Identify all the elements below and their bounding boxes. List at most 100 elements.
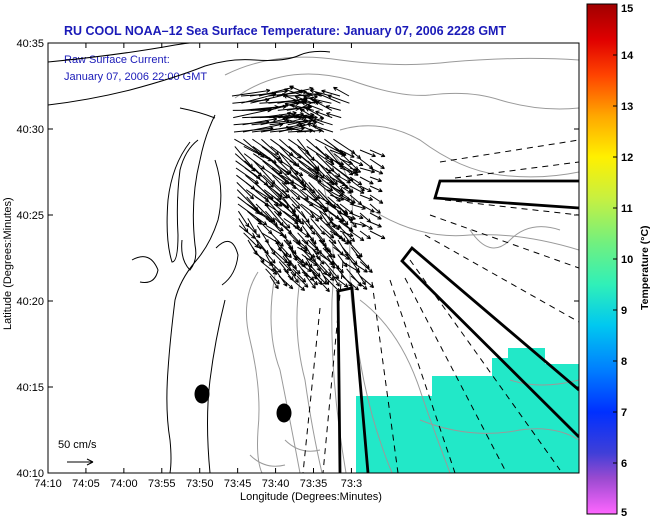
current-vector xyxy=(369,212,382,220)
y-tick-label: 40:15 xyxy=(16,382,44,394)
plot-area: 50 cm/s xyxy=(48,43,579,473)
current-vector xyxy=(315,110,333,119)
current-vector xyxy=(290,271,299,283)
colorbar-tick-label: 13 xyxy=(621,101,633,113)
y-axis-label: Latitude (Degrees:Minutes) xyxy=(2,197,14,330)
colorbar-label: Temperature (°C) xyxy=(639,225,651,310)
current-vector xyxy=(359,149,376,158)
current-vector xyxy=(339,167,357,175)
current-vector xyxy=(369,149,386,158)
x-tick-label: 73:40 xyxy=(262,478,290,490)
colorbar-tick-label: 10 xyxy=(621,254,633,266)
colorbar-tick-label: 8 xyxy=(621,356,627,368)
current-vector xyxy=(305,107,324,119)
current-vector xyxy=(323,271,335,281)
current-vector xyxy=(237,203,268,226)
current-vector xyxy=(310,218,326,236)
x-tick-label: 73:3 xyxy=(341,478,362,490)
current-vector xyxy=(349,212,364,220)
current-vector xyxy=(274,239,292,259)
current-vector xyxy=(329,212,345,222)
colorbar-tick-label: 11 xyxy=(621,203,633,215)
current-vector xyxy=(350,275,368,290)
current-vector xyxy=(288,126,307,133)
x-tick-label: 74:00 xyxy=(110,478,138,490)
bathymetry-contours xyxy=(224,56,579,473)
current-vector xyxy=(302,115,324,126)
coastline xyxy=(48,43,331,473)
current-vector xyxy=(233,107,272,119)
colorbar-tick-label: 15 xyxy=(621,3,633,15)
current-vector xyxy=(265,268,280,285)
current-vector xyxy=(349,149,362,160)
current-vector xyxy=(329,185,345,194)
current-vector xyxy=(285,239,294,250)
current-vector xyxy=(269,261,282,274)
box-diagonal xyxy=(400,245,579,438)
current-vector xyxy=(339,194,351,201)
current-vector xyxy=(315,232,327,248)
x-tick-label: 73:35 xyxy=(300,478,328,490)
current-vector xyxy=(292,268,307,283)
surface-current-vectors xyxy=(231,85,386,293)
current-vector xyxy=(281,182,301,201)
current-vector xyxy=(349,176,363,186)
current-vector xyxy=(247,225,261,239)
current-vector xyxy=(261,246,276,264)
y-tick-label: 40:25 xyxy=(16,210,44,222)
current-vector xyxy=(325,105,341,111)
current-vector xyxy=(318,210,331,227)
current-vector xyxy=(278,247,289,257)
y-tick-label: 40:10 xyxy=(16,468,44,480)
current-vector xyxy=(349,203,366,210)
current-vector xyxy=(369,185,383,193)
current-vector xyxy=(339,221,354,232)
chart-title: RU COOL NOAA–12 Sea Surface Temperature:… xyxy=(64,24,506,38)
current-vector xyxy=(237,210,250,228)
y-tick-label: 40:20 xyxy=(16,296,44,308)
x-axis-label: Longitude (Degrees:Minutes) xyxy=(240,491,382,503)
current-vector xyxy=(369,203,381,214)
current-vector xyxy=(305,275,316,289)
current-vector xyxy=(349,167,362,173)
current-vector xyxy=(282,117,306,126)
current-vector xyxy=(243,145,273,162)
current-vector xyxy=(369,194,384,204)
current-vector xyxy=(298,89,323,97)
current-vector xyxy=(339,158,354,165)
current-vector xyxy=(369,176,383,183)
box-horizontal xyxy=(433,179,579,210)
current-vector xyxy=(315,255,325,265)
current-vector xyxy=(329,158,345,166)
current-vector xyxy=(312,271,323,286)
current-vector xyxy=(291,196,315,219)
colorbar-tick-label: 7 xyxy=(621,407,627,419)
current-vector xyxy=(333,86,350,97)
current-vector xyxy=(359,176,374,185)
x-axis: 74:10 74:05 74:00 73:55 73:50 73:45 73:40 73:35… xyxy=(34,43,362,490)
current-vector xyxy=(359,261,373,274)
current-vector xyxy=(328,268,340,287)
current-vector xyxy=(252,232,262,250)
current-vector xyxy=(265,210,276,222)
x-tick-label: 74:05 xyxy=(72,478,100,490)
radar-radial-lines xyxy=(302,139,579,473)
current-vector xyxy=(290,174,316,194)
current-vector xyxy=(317,92,341,104)
annotation-line-1: Raw Surface Current: xyxy=(64,54,170,66)
current-vector xyxy=(326,112,342,119)
current-vector xyxy=(329,230,344,240)
x-tick-label: 73:50 xyxy=(186,478,214,490)
current-vector xyxy=(242,117,278,126)
current-vector xyxy=(300,247,313,261)
current-vector xyxy=(272,174,290,193)
current-vector xyxy=(254,189,283,207)
sst-patch xyxy=(356,348,579,473)
station-marker-2 xyxy=(276,403,292,423)
current-vector xyxy=(300,125,316,133)
current-vector xyxy=(319,225,335,239)
current-vector xyxy=(359,185,372,192)
current-vector xyxy=(349,185,365,194)
current-vector xyxy=(278,275,294,290)
